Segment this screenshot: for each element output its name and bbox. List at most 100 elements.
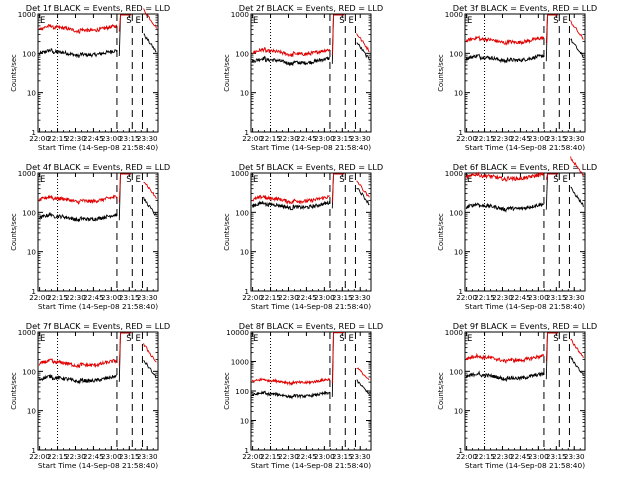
e-marker-label: E bbox=[348, 175, 353, 185]
y-tick-label: 100 bbox=[235, 387, 249, 396]
corner-e-label: E bbox=[253, 175, 258, 185]
corner-e-label: E bbox=[40, 334, 45, 344]
s-marker-label: S bbox=[553, 334, 558, 344]
s-marker-label: S bbox=[553, 16, 558, 26]
y-tick-label: 100 bbox=[22, 208, 36, 217]
x-tick-label: 23:15 bbox=[119, 293, 140, 302]
events-tail-line bbox=[143, 196, 157, 216]
x-tick-label: 22:30 bbox=[492, 293, 513, 302]
x-tick-label: 22:45 bbox=[510, 134, 531, 143]
y-axis-label: Counts/sec bbox=[437, 54, 445, 92]
lld-spike-line bbox=[545, 14, 559, 44]
plot-frame bbox=[250, 172, 372, 292]
x-tick-label: 23:00 bbox=[101, 134, 122, 143]
s-marker-label: S bbox=[339, 175, 344, 185]
e-marker-label: E bbox=[348, 334, 353, 344]
x-tick-label: 23:15 bbox=[119, 134, 140, 143]
lld-series-line bbox=[38, 358, 118, 369]
events-series-line bbox=[465, 202, 544, 213]
y-tick-label: 10 bbox=[454, 407, 464, 416]
x-tick-label: 23:00 bbox=[101, 293, 122, 302]
x-tick-label: 23:00 bbox=[101, 452, 122, 461]
plot-frame bbox=[37, 13, 159, 133]
x-tick-label: 23:15 bbox=[332, 134, 353, 143]
x-tick-label: 22:15 bbox=[474, 452, 495, 461]
y-tick-label: 100 bbox=[235, 49, 249, 58]
plot-frame bbox=[464, 331, 586, 451]
x-axis-label: Start Time (14-Sep-08 21:58:40) bbox=[465, 143, 585, 152]
x-axis-label: Start Time (14-Sep-08 21:58:40) bbox=[251, 302, 371, 311]
x-tick-label: 23:30 bbox=[564, 134, 585, 143]
events-tail-line bbox=[356, 379, 370, 396]
x-axis-label: Start Time (14-Sep-08 21:58:40) bbox=[38, 143, 158, 152]
panel-title: Det 3f BLACK = Events, RED = LLD bbox=[453, 3, 597, 13]
y-tick-label: 10 bbox=[27, 248, 37, 257]
x-tick-label: 22:30 bbox=[492, 452, 513, 461]
events-series-line bbox=[38, 48, 118, 59]
y-tick-label: 1 bbox=[31, 287, 36, 296]
y-tick-label: 100 bbox=[235, 208, 249, 217]
lld-spike-line bbox=[545, 173, 559, 180]
x-tick-label: 23:30 bbox=[350, 452, 371, 461]
lld-tail-line bbox=[356, 180, 370, 198]
x-tick-label: 23:00 bbox=[528, 293, 549, 302]
y-tick-label: 1 bbox=[458, 446, 463, 455]
lld-series-line bbox=[38, 194, 118, 205]
y-tick-label: 1 bbox=[31, 128, 36, 137]
plot-frame bbox=[464, 13, 586, 133]
panel-title: Det 7f BLACK = Events, RED = LLD bbox=[26, 321, 170, 331]
x-tick-label: 22:00 bbox=[29, 293, 50, 302]
y-tick-label: 1 bbox=[244, 446, 249, 455]
y-tick-label: 10 bbox=[240, 89, 250, 98]
y-tick-label: 10 bbox=[240, 248, 250, 257]
x-tick-label: 22:15 bbox=[474, 134, 495, 143]
x-tick-label: 23:15 bbox=[332, 452, 353, 461]
lld-series-line bbox=[465, 35, 545, 46]
corner-e-label: E bbox=[253, 16, 258, 26]
lld-tail-line bbox=[143, 181, 157, 199]
e-marker-label: E bbox=[562, 334, 567, 344]
x-tick-label: 22:00 bbox=[242, 293, 263, 302]
lld-series-line bbox=[465, 352, 545, 364]
lld-tail-line bbox=[143, 343, 157, 363]
s-marker-label: S bbox=[126, 175, 131, 185]
lld-series-line bbox=[38, 23, 118, 34]
x-tick-label: 22:00 bbox=[242, 134, 263, 143]
x-tick-label: 23:30 bbox=[564, 452, 585, 461]
y-axis-label: Counts/sec bbox=[223, 213, 231, 251]
x-tick-label: 23:15 bbox=[119, 452, 140, 461]
plot-frame bbox=[464, 172, 586, 292]
x-axis-label: Start Time (14-Sep-08 21:58:40) bbox=[465, 461, 585, 470]
y-tick-label: 1 bbox=[458, 287, 463, 296]
y-tick-label: 1 bbox=[244, 128, 249, 137]
events-tail-line bbox=[356, 42, 370, 61]
panel-det-7: Det 7f BLACK = Events, RED = LLD 1 10 100 10… bbox=[10, 321, 170, 470]
e-marker-label: E bbox=[562, 175, 567, 185]
corner-e-label: E bbox=[40, 175, 45, 185]
y-tick-label: 10 bbox=[27, 89, 37, 98]
x-tick-label: 22:30 bbox=[278, 134, 299, 143]
lld-tail-line bbox=[143, 8, 157, 29]
events-tail-line bbox=[143, 33, 157, 53]
x-tick-label: 22:00 bbox=[456, 452, 477, 461]
x-tick-label: 22:45 bbox=[510, 293, 531, 302]
panel-det-1: Det 1f BLACK = Events, RED = LLD 1 10 100 10… bbox=[10, 3, 170, 152]
x-tick-label: 22:15 bbox=[47, 134, 68, 143]
s-marker-label: S bbox=[126, 16, 131, 26]
x-tick-label: 22:15 bbox=[260, 134, 281, 143]
y-tick-label: 1000 bbox=[231, 10, 250, 19]
y-axis-label: Counts/sec bbox=[10, 372, 18, 410]
y-axis-label: Counts/sec bbox=[223, 54, 231, 92]
plot-frame bbox=[37, 331, 159, 451]
y-tick-label: 1000 bbox=[231, 169, 250, 178]
x-tick-label: 22:30 bbox=[492, 134, 513, 143]
x-tick-label: 23:00 bbox=[528, 452, 549, 461]
y-tick-label: 1000 bbox=[445, 169, 464, 178]
x-tick-label: 22:15 bbox=[47, 293, 68, 302]
x-tick-label: 23:30 bbox=[137, 452, 158, 461]
y-tick-label: 10000 bbox=[226, 328, 249, 337]
panel-title: Det 5f BLACK = Events, RED = LLD bbox=[239, 162, 383, 172]
x-axis-label: Start Time (14-Sep-08 21:58:40) bbox=[465, 302, 585, 311]
lld-tail-line bbox=[356, 33, 370, 53]
